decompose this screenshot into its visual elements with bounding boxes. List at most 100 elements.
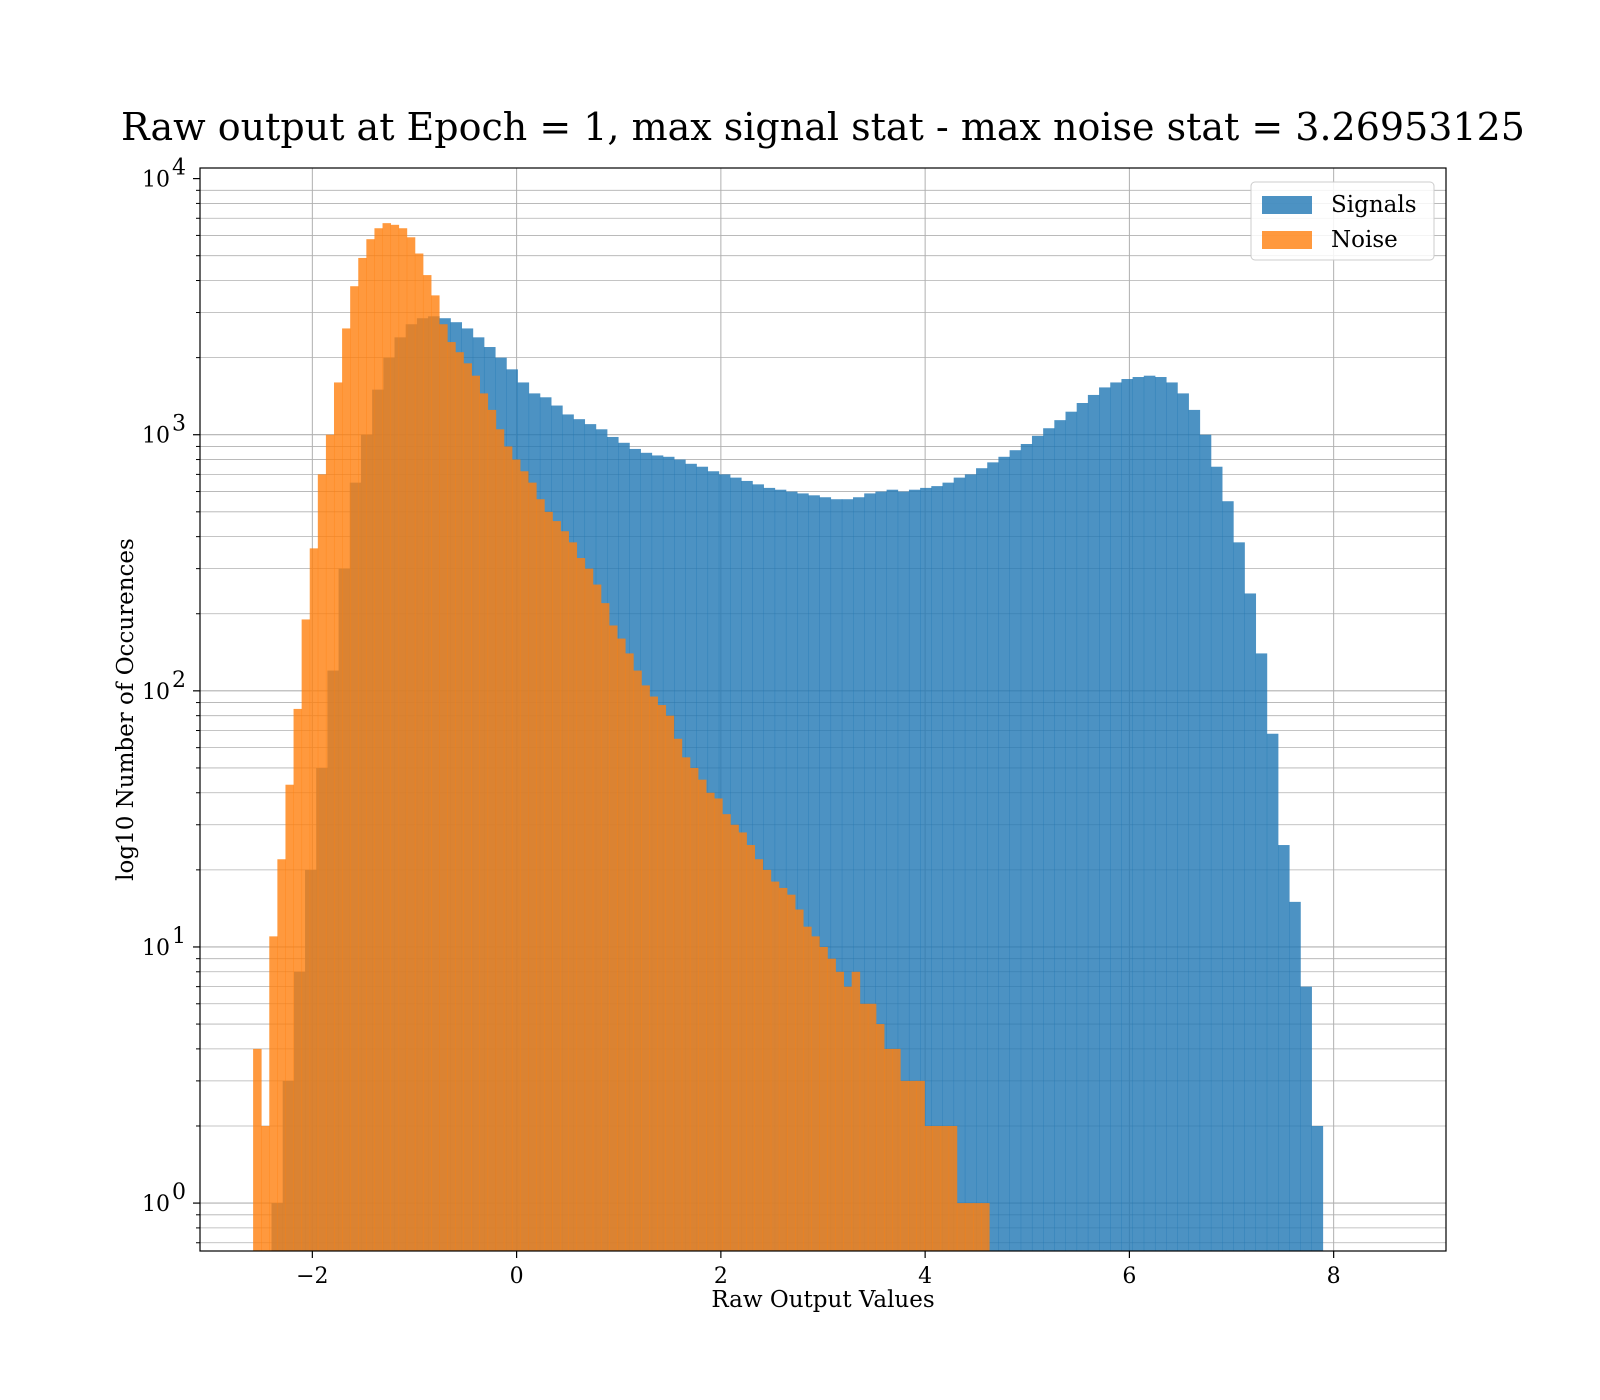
bar-noise — [301, 619, 311, 1251]
bar-noise — [358, 257, 367, 1252]
bar-noise — [641, 685, 650, 1251]
bar-noise — [576, 558, 586, 1251]
bar-signals — [1311, 1125, 1324, 1251]
plot-frame — [199, 167, 1447, 1252]
bar-signals — [1289, 901, 1301, 1251]
bar-signals — [1087, 394, 1100, 1251]
legend-swatch-noise — [1262, 231, 1312, 249]
bar-signals — [1233, 542, 1245, 1251]
bar-noise — [851, 971, 861, 1251]
bar-noise — [422, 275, 432, 1251]
bar-signals — [1043, 428, 1055, 1251]
legend-label-signals: Signals — [1331, 192, 1417, 218]
x-tick-label: 6 — [1122, 1264, 1136, 1289]
y-tick-label: 10 — [142, 936, 170, 961]
bar-noise — [479, 393, 489, 1251]
bar-noise — [374, 228, 383, 1251]
bar-noise — [867, 1003, 877, 1251]
y-axis-label: log10 Number of Occurences — [113, 538, 139, 881]
bar-noise — [309, 548, 319, 1251]
chart-title: Raw output at Epoch = 1, max signal stat… — [121, 105, 1525, 149]
bar-noise — [697, 779, 707, 1251]
bar-noise — [964, 1203, 974, 1251]
bar-noise — [333, 382, 343, 1252]
y-tick-label: 10 — [142, 424, 170, 449]
bar-noise — [786, 894, 796, 1251]
series-noise — [253, 223, 990, 1252]
bar-signals — [1177, 393, 1189, 1251]
bar-noise — [981, 1203, 990, 1251]
bar-noise — [778, 887, 788, 1251]
bar-noise — [609, 625, 618, 1251]
bar-signals — [1054, 420, 1066, 1251]
bar-signals — [998, 456, 1010, 1251]
bar-noise — [665, 715, 675, 1251]
bar-noise — [843, 986, 853, 1251]
bar-noise — [269, 936, 278, 1251]
bar-noise — [689, 767, 699, 1251]
bar-noise — [738, 832, 747, 1251]
bar-signals — [1143, 375, 1156, 1251]
y-tick-label: 10 — [142, 1192, 170, 1217]
bar-noise — [940, 1125, 950, 1251]
bar-noise — [592, 584, 602, 1251]
bar-signals — [1132, 377, 1145, 1252]
bar-noise — [811, 936, 820, 1251]
bar-noise — [600, 603, 610, 1251]
bar-noise — [819, 946, 828, 1251]
bar-noise — [471, 375, 480, 1251]
bar-noise — [722, 814, 731, 1251]
bar-noise — [285, 784, 294, 1251]
bar-signals — [797, 493, 809, 1251]
bar-signals — [1222, 501, 1234, 1252]
bar-noise — [730, 824, 739, 1251]
legend-swatch-signals — [1262, 196, 1312, 214]
y-tick-label: 10 — [142, 680, 170, 705]
bar-signals — [1188, 409, 1201, 1251]
bar-noise — [795, 909, 804, 1251]
bar-signals — [1199, 434, 1212, 1252]
y-tick-exponent: 4 — [172, 156, 186, 181]
bar-noise — [908, 1080, 917, 1251]
bar-noise — [924, 1125, 933, 1251]
bar-noise — [835, 971, 844, 1251]
bar-signals — [942, 482, 955, 1251]
bar-signals — [1300, 986, 1312, 1251]
bar-signals — [1020, 443, 1033, 1251]
bar-noise — [560, 531, 569, 1251]
bar-noise — [455, 352, 464, 1251]
y-tick-exponent: 3 — [172, 412, 186, 437]
y-tick-exponent: 1 — [172, 924, 186, 949]
bar-noise — [803, 926, 812, 1251]
bar-signals — [953, 477, 966, 1251]
bar-noise — [414, 253, 424, 1251]
bar-signals — [853, 497, 865, 1251]
bar-noise — [528, 482, 537, 1251]
bar-noise — [892, 1048, 901, 1251]
bar-signals — [1210, 466, 1223, 1251]
bar-noise — [342, 328, 351, 1251]
bar-noise — [625, 653, 634, 1251]
bar-noise — [293, 708, 303, 1251]
bar-signals — [1121, 379, 1134, 1251]
bar-noise — [973, 1203, 982, 1251]
bar-noise — [398, 228, 408, 1251]
bar-signals — [976, 468, 988, 1252]
bar-signals — [1166, 382, 1178, 1252]
bar-signals — [785, 491, 798, 1251]
bar-noise — [253, 1048, 262, 1251]
bar-signals — [841, 499, 854, 1251]
bar-noise — [900, 1080, 909, 1251]
x-axis-label: Raw Output Values — [711, 1287, 934, 1313]
x-tick-label: 0 — [510, 1264, 524, 1289]
bar-signals — [931, 486, 943, 1251]
bar-noise — [827, 958, 836, 1251]
histogram-bars — [253, 223, 1324, 1252]
bar-noise — [447, 342, 456, 1251]
bar-signals — [1031, 435, 1044, 1252]
bar-noise — [503, 446, 513, 1251]
bar-signals — [1009, 450, 1022, 1252]
bar-signals — [808, 495, 820, 1252]
bar-noise — [916, 1080, 925, 1251]
